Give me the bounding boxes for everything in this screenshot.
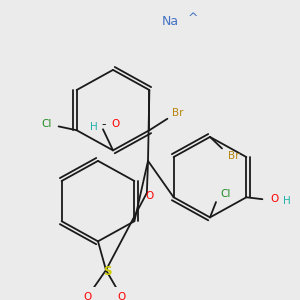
Text: O: O [84,292,92,300]
Text: H: H [90,122,98,132]
Text: Cl: Cl [41,118,52,128]
Text: Br: Br [228,151,240,161]
Text: S: S [103,266,111,278]
Text: O: O [270,194,278,204]
Text: O: O [146,191,154,201]
Text: O: O [118,292,126,300]
Text: Cl: Cl [221,189,231,200]
Text: Na: Na [161,15,178,28]
Text: H: H [284,196,291,206]
Text: O: O [111,118,119,128]
Text: -: - [102,118,106,131]
Text: ^: ^ [188,12,198,25]
Text: Br: Br [172,108,183,118]
